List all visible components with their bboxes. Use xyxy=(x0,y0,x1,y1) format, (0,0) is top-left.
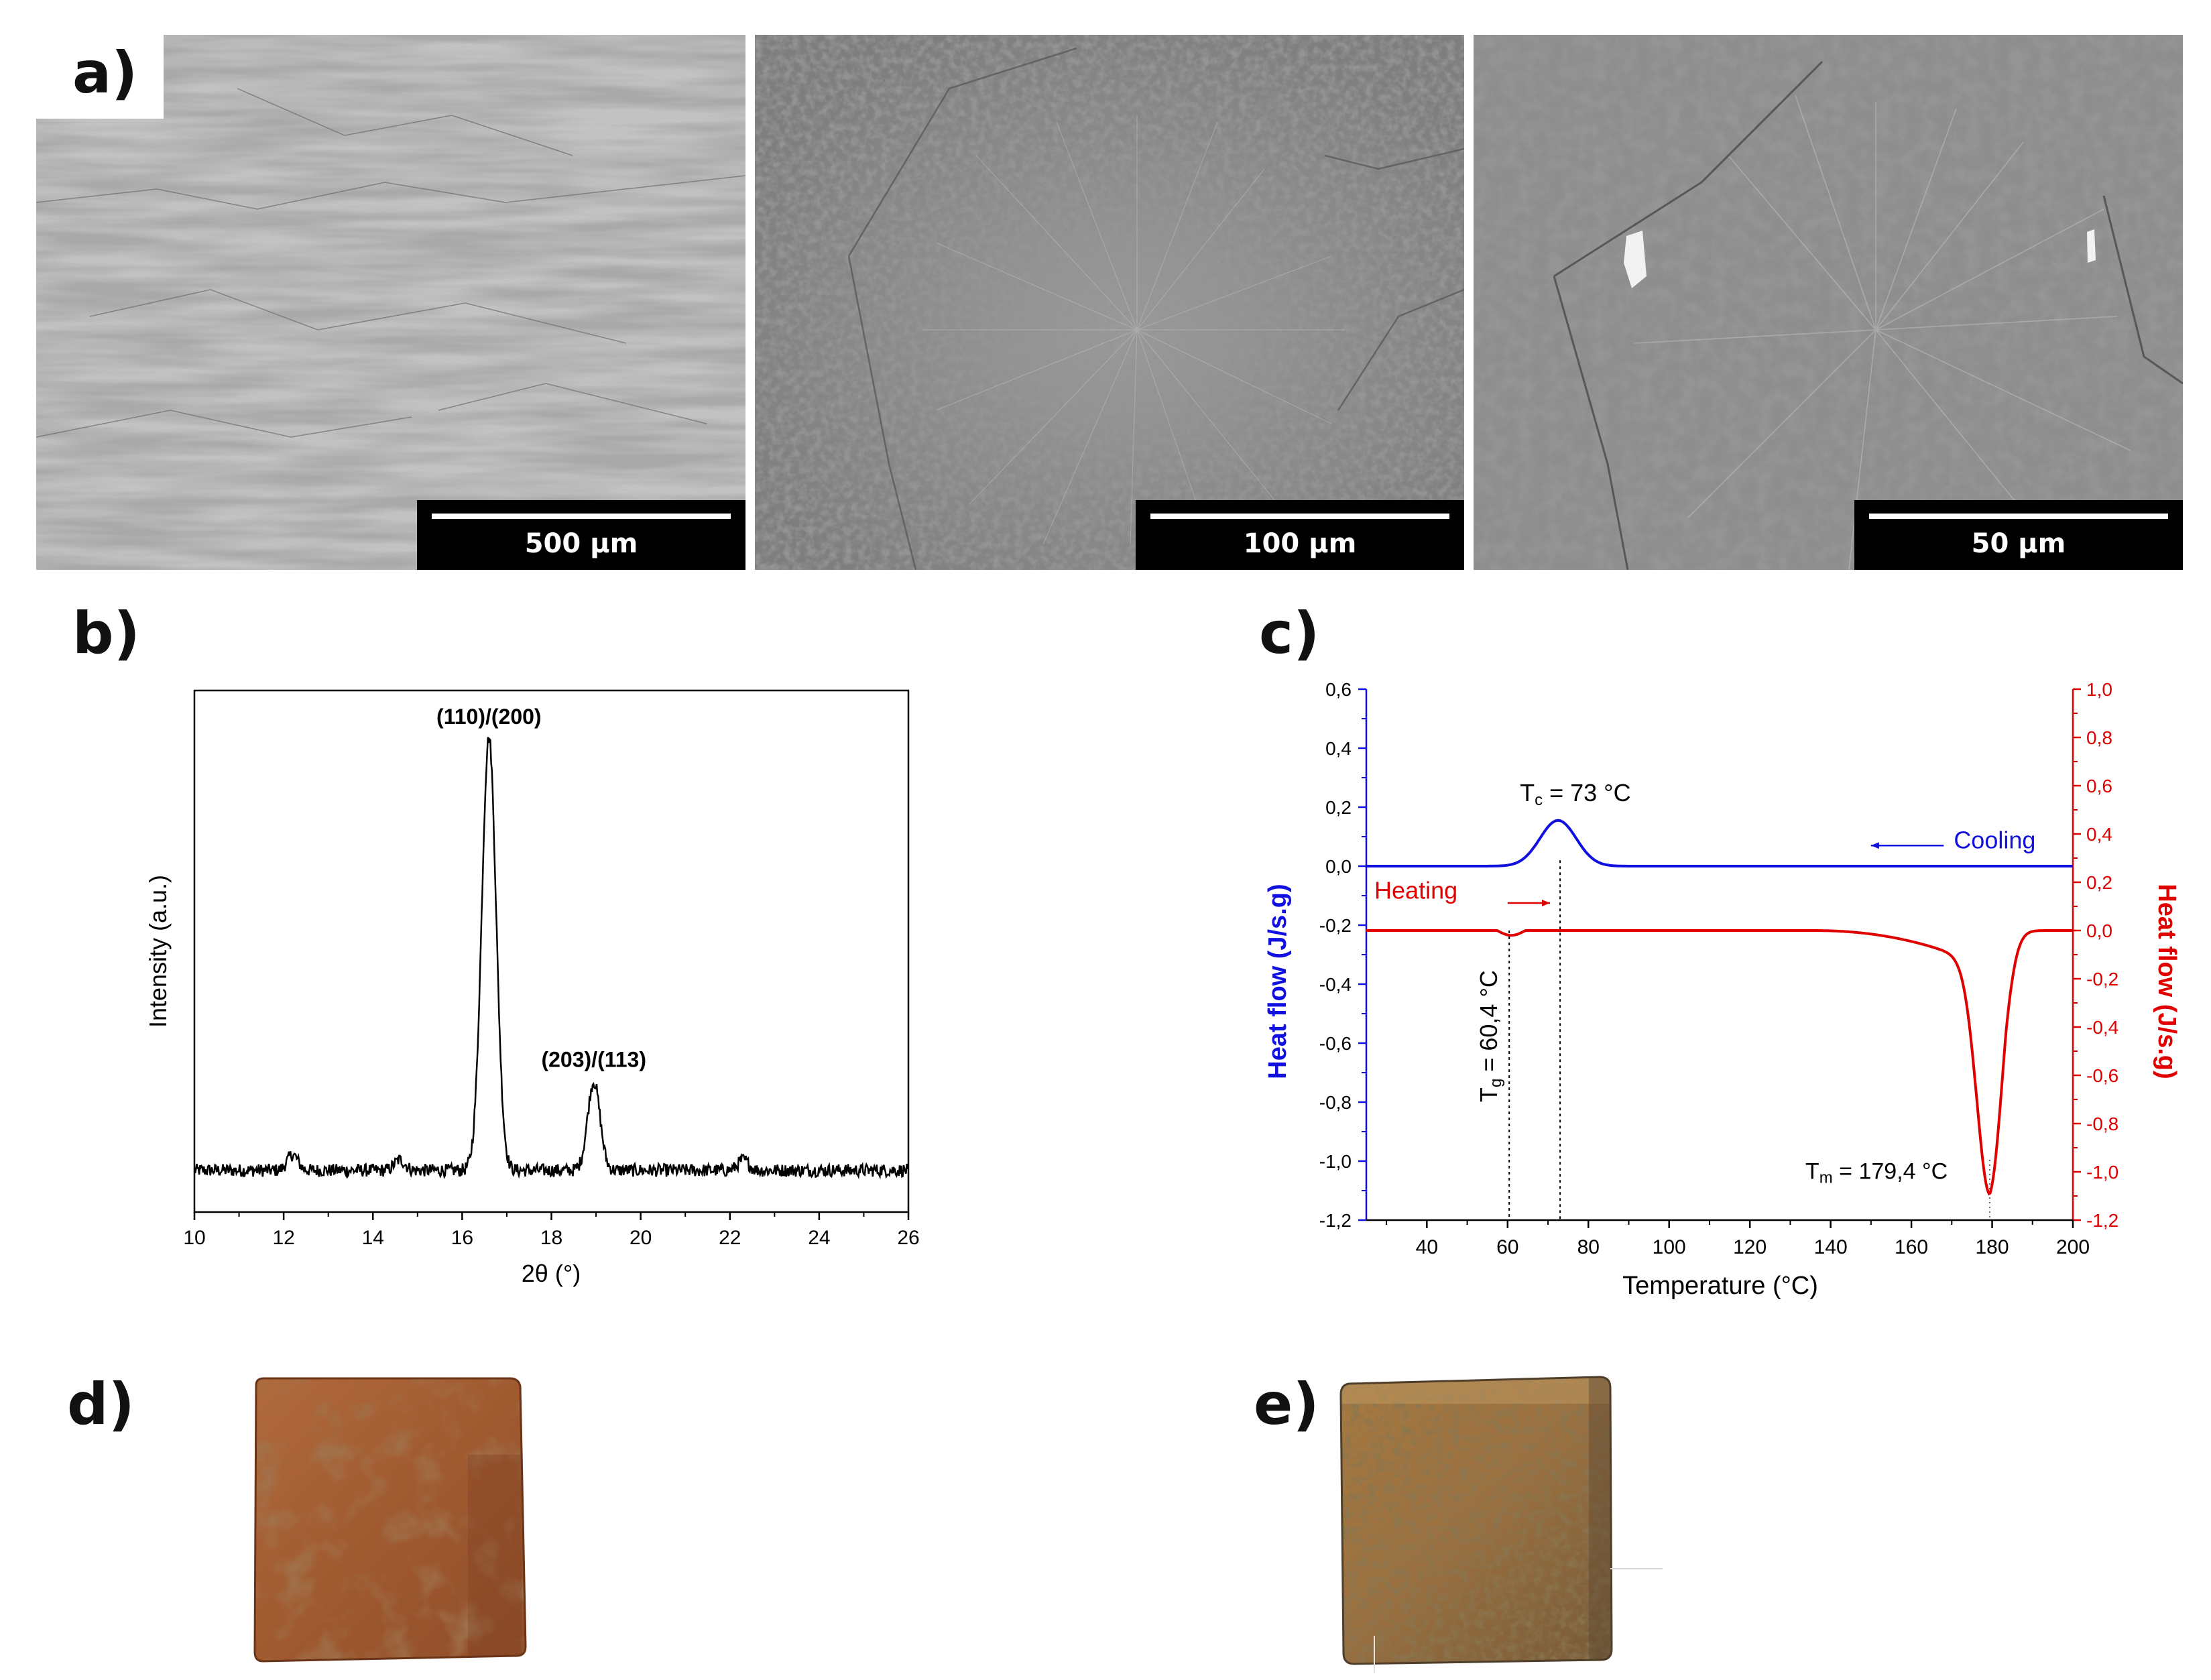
xrd-x-tick-label: 20 xyxy=(630,1227,652,1249)
scale-bar xyxy=(1150,514,1449,519)
dsc-left-tick-label: -1,0 xyxy=(1319,1151,1352,1172)
tc-annotation: Tc = 73 °C xyxy=(1520,779,1630,809)
dsc-x-tick-label: 140 xyxy=(1814,1236,1848,1258)
heating-curve xyxy=(1366,929,2073,1196)
radial-fibrils xyxy=(922,115,1345,545)
sample-photo-d xyxy=(253,1377,527,1663)
dsc-left-tick-label: 0,2 xyxy=(1325,797,1352,818)
spherulite-boundaries xyxy=(1553,60,2183,570)
sem-texture-lamellar xyxy=(36,35,745,570)
xrd-x-tick-label: 24 xyxy=(808,1227,830,1249)
xrd-x-tick-label: 10 xyxy=(183,1227,205,1249)
scale-bar-label: 500 μm xyxy=(524,528,638,559)
dsc-right-tick-label: 0,0 xyxy=(2086,920,2112,941)
dsc-right-tick-label: 0,6 xyxy=(2086,776,2112,796)
scale-bar-box: 500 μm xyxy=(417,500,745,570)
dsc-right-tick-label: -0,2 xyxy=(2086,969,2118,989)
scale-bar-box: 50 μm xyxy=(1854,500,2183,570)
dsc-right-tick-label: 0,4 xyxy=(2086,824,2112,845)
xrd-x-axis-label: 2θ (°) xyxy=(522,1260,581,1287)
sem-image-2: 100 μm xyxy=(755,35,1464,570)
panel-label-a: a) xyxy=(72,40,138,107)
xrd-peak-label-203-113: (203)/(113) xyxy=(541,1048,646,1072)
scale-bar-box: 100 μm xyxy=(1136,500,1464,570)
dsc-axes: 0,6 0,4 0,2 0,0 -0,2 -0,4 -0,6 -0,8 -1,0 -1,2 1,0 0… xyxy=(1319,679,2119,1258)
panel-a-label-background xyxy=(36,35,164,119)
dsc-x-tick-label: 80 xyxy=(1577,1236,1600,1258)
panel-label-b: b) xyxy=(72,600,140,667)
tg-annotation: Tg = 60,4 °C xyxy=(1475,970,1505,1102)
xrd-x-tick-label: 14 xyxy=(362,1227,384,1249)
dsc-x-tick-label: 180 xyxy=(1976,1236,2009,1258)
heating-arrowhead-icon xyxy=(1542,900,1551,906)
panel-label-e: e) xyxy=(1254,1371,1319,1438)
scale-bar xyxy=(432,514,731,519)
scale-bar xyxy=(1869,514,2168,519)
dsc-left-tick-label: -0,4 xyxy=(1319,974,1352,995)
dsc-left-tick-label: -1,2 xyxy=(1319,1210,1352,1231)
heating-label: Heating xyxy=(1374,876,1457,904)
cooling-label: Cooling xyxy=(1954,827,2035,854)
sem-image-3: 50 μm xyxy=(1474,35,2183,570)
cooling-curve xyxy=(1366,819,2073,867)
dsc-x-tick-label: 120 xyxy=(1733,1236,1767,1258)
particles xyxy=(1624,229,2096,288)
dsc-chart: 0,6 0,4 0,2 0,0 -0,2 -0,4 -0,6 -0,8 -1,0 -1,2 1,0 0… xyxy=(1264,679,2181,1300)
dsc-right-tick-label: -0,8 xyxy=(2086,1114,2118,1134)
dsc-right-y-axis-label: Heat flow (J/s.g) xyxy=(2153,884,2181,1079)
xrd-pattern-line xyxy=(193,737,910,1180)
dsc-x-axis-label: Temperature (°C) xyxy=(1622,1272,1818,1300)
tm-annotation: Tm = 179,4 °C xyxy=(1805,1158,1948,1187)
dsc-left-tick-label: 0,0 xyxy=(1325,856,1352,877)
dsc-right-tick-label: -0,6 xyxy=(2086,1065,2118,1086)
xrd-x-ticks: 10 12 14 16 18 20 22 24 26 xyxy=(183,1212,920,1249)
dsc-x-tick-label: 200 xyxy=(2056,1236,2090,1258)
dsc-left-tick-label: -0,8 xyxy=(1319,1092,1352,1113)
dsc-right-tick-label: -0,4 xyxy=(2086,1017,2118,1038)
panel-label-c: c) xyxy=(1259,600,1320,667)
dsc-left-tick-label: 0,4 xyxy=(1325,738,1352,759)
xrd-x-tick-label: 16 xyxy=(451,1227,473,1249)
sample-photo-e xyxy=(1339,1376,1663,1673)
xrd-x-tick-label: 22 xyxy=(719,1227,741,1249)
xrd-y-axis-label: Intensity (a.u.) xyxy=(144,875,172,1028)
dsc-left-tick-label: -0,6 xyxy=(1319,1033,1352,1054)
panel-label-d: d) xyxy=(67,1371,135,1438)
xrd-plot-frame xyxy=(193,689,910,1213)
scale-bar-label: 100 μm xyxy=(1243,528,1357,559)
dsc-x-tick-label: 100 xyxy=(1653,1236,1686,1258)
dsc-right-tick-label: -1,2 xyxy=(2086,1210,2118,1231)
scale-bar-label: 50 μm xyxy=(1971,528,2066,559)
radial-fibrils xyxy=(1634,95,2131,570)
dsc-left-tick-label: 0,6 xyxy=(1325,679,1352,700)
dsc-left-y-axis-label: Heat flow (J/s.g) xyxy=(1264,884,1292,1079)
xrd-x-tick-label: 26 xyxy=(897,1227,919,1249)
sem-texture-spherulite xyxy=(755,35,1464,570)
dsc-right-tick-label: 0,8 xyxy=(2086,727,2112,748)
dsc-right-tick-label: 0,2 xyxy=(2086,872,2112,893)
dsc-x-tick-label: 40 xyxy=(1416,1236,1438,1258)
spherulite-boundaries xyxy=(847,47,1464,570)
xrd-chart: 10 12 14 16 18 20 22 24 26 (110)/(200) (203)/(11… xyxy=(144,689,920,1287)
cooling-arrowhead-icon xyxy=(1870,842,1879,849)
dsc-right-tick-label: -1,0 xyxy=(2086,1162,2118,1183)
xrd-peak-label-110-200: (110)/(200) xyxy=(436,705,542,729)
dsc-x-tick-label: 160 xyxy=(1895,1236,1928,1258)
xrd-x-tick-label: 12 xyxy=(272,1227,294,1249)
dsc-right-tick-label: 1,0 xyxy=(2086,679,2112,700)
sem-image-1: 500 μm xyxy=(36,35,745,570)
xrd-x-tick-label: 18 xyxy=(540,1227,562,1249)
sem-texture-spherulite-zoom xyxy=(1474,35,2183,570)
dsc-left-tick-label: -0,2 xyxy=(1319,915,1352,936)
dsc-x-tick-label: 60 xyxy=(1496,1236,1518,1258)
